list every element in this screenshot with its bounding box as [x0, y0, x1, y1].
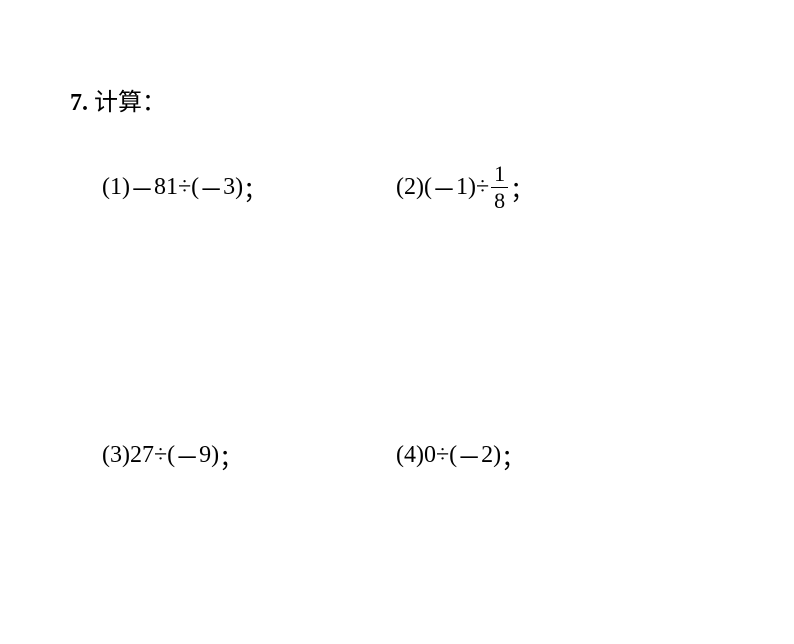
problem-3-label: (3)	[102, 442, 130, 469]
problem-4-expr-b: 2)	[481, 442, 501, 469]
problem-2-expr-a: 1)÷	[456, 174, 489, 201]
fraction-1-8: 18	[491, 163, 508, 212]
minus-sign: －	[432, 170, 456, 205]
minus-sign: －	[175, 438, 199, 473]
problem-1: (1)－81÷(－3)；	[102, 163, 396, 211]
semicolon: ；	[243, 170, 267, 205]
minus-sign: －	[457, 438, 481, 473]
problems-row-2: (3)27÷(－9)； (4)0÷(－2)；	[102, 431, 794, 479]
problem-4-expr-a: 0÷(	[424, 442, 457, 469]
problem-2-label: (2)(	[396, 174, 432, 201]
fraction-denominator: 8	[491, 187, 508, 212]
problem-1-expr-b: 3)	[223, 174, 243, 201]
minus-sign: －	[199, 170, 223, 205]
problem-header: 7. 计算：	[70, 82, 794, 117]
problem-4-label: (4)	[396, 442, 424, 469]
fraction-numerator: 1	[491, 163, 508, 187]
problem-2: (2)(－1)÷18；	[396, 163, 534, 211]
page-content: 7. 计算： (1)－81÷(－3)； (2)(－1)÷18； (3)27÷(－…	[0, 0, 794, 479]
problem-1-label: (1)	[102, 174, 130, 201]
semicolon: ；	[501, 438, 525, 473]
problem-title: 计算：	[88, 90, 166, 116]
problem-4: (4)0÷(－2)；	[396, 431, 525, 479]
problem-3-expr-a: 27÷(	[130, 442, 175, 469]
semicolon: ；	[219, 438, 243, 473]
problem-3: (3)27÷(－9)；	[102, 431, 396, 479]
problems-row-1: (1)－81÷(－3)； (2)(－1)÷18；	[102, 163, 794, 211]
minus-sign: －	[130, 170, 154, 205]
problem-3-expr-b: 9)	[199, 442, 219, 469]
semicolon: ；	[510, 170, 534, 205]
problem-number: 7.	[70, 90, 88, 116]
problem-1-expr-a: 81÷(	[154, 174, 199, 201]
